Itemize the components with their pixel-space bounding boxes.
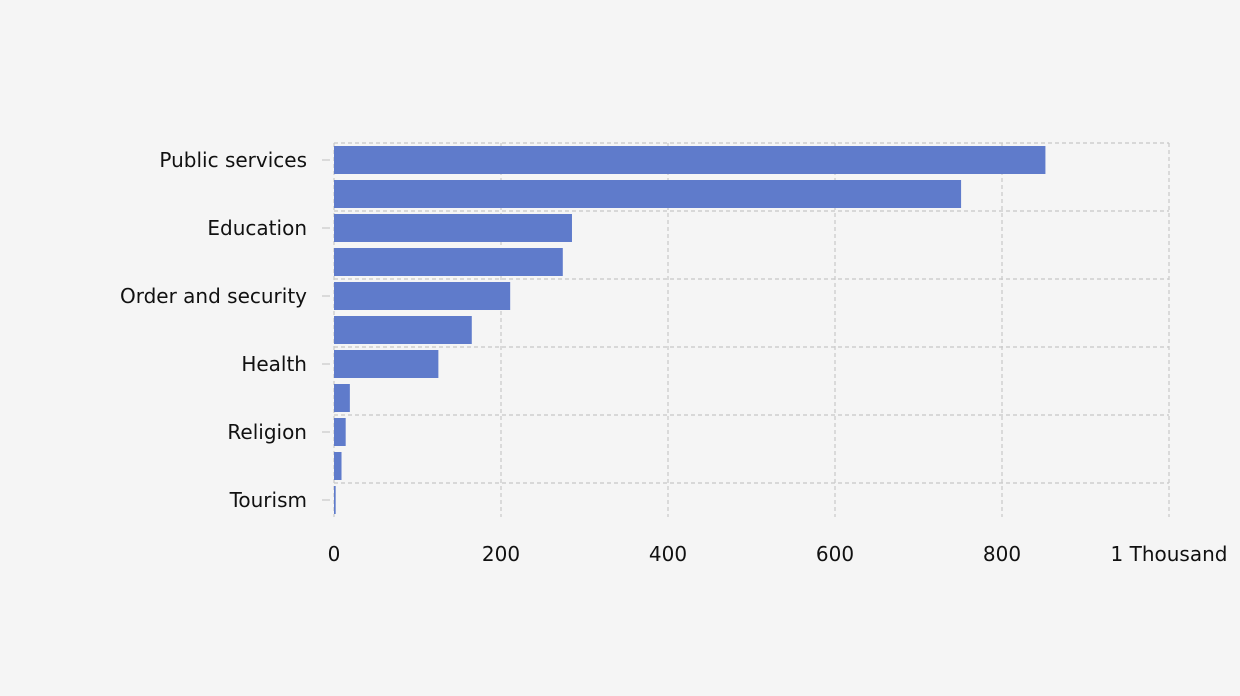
y-axis-labels: Public services Education Order and securi… <box>120 148 330 512</box>
grid-lines <box>333 142 1170 517</box>
bar[interactable] <box>334 350 439 378</box>
y-tick-label: Health <box>241 352 307 376</box>
x-tick-label: 400 <box>649 542 687 566</box>
bar[interactable] <box>334 316 472 344</box>
bars <box>334 146 1046 514</box>
x-tick-label: 600 <box>816 542 854 566</box>
x-axis-labels: 0 200 400 600 800 1 Thousand <box>328 542 1228 566</box>
bar[interactable] <box>334 146 1046 174</box>
bar[interactable] <box>334 214 572 242</box>
x-tick-label: 200 <box>482 542 520 566</box>
y-tick-label: Education <box>207 216 307 240</box>
bar[interactable] <box>334 418 346 446</box>
x-tick-label: 0 <box>328 542 341 566</box>
bar[interactable] <box>334 282 511 310</box>
bar[interactable] <box>334 180 962 208</box>
bar[interactable] <box>334 248 563 276</box>
y-tick-label: Tourism <box>229 488 307 512</box>
bar[interactable] <box>334 384 350 412</box>
y-tick-label: Religion <box>227 420 307 444</box>
bar[interactable] <box>334 452 342 480</box>
y-tick-label: Order and security <box>120 284 307 308</box>
x-tick-label: 1 Thousand <box>1111 542 1228 566</box>
x-tick-label: 800 <box>983 542 1021 566</box>
y-tick-label: Public services <box>159 148 307 172</box>
bar[interactable] <box>334 486 336 514</box>
